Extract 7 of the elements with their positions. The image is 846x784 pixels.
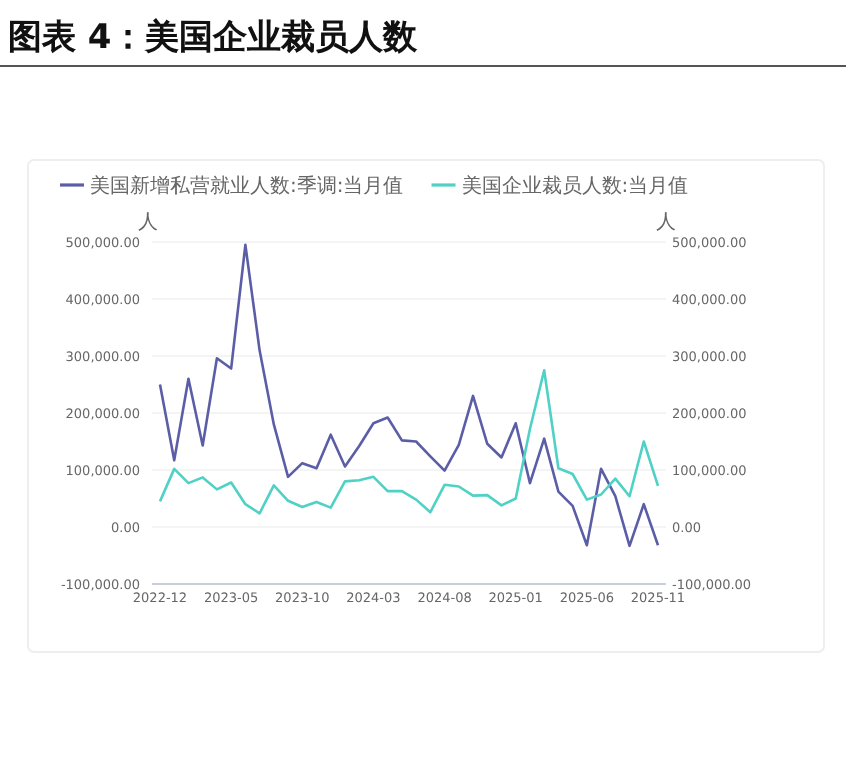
y2-axis-title: 人 — [656, 212, 676, 234]
chart-title: 图表 4：美国企业裁员人数 — [8, 18, 420, 58]
line-series — [158, 368, 660, 515]
y-axis-title: 人 — [138, 212, 158, 234]
legend-label: 美国新增私营就业人数:季调:当月值 — [90, 174, 404, 198]
line-series — [158, 243, 660, 548]
legend-label: 美国企业裁员人数:当月值 — [461, 174, 689, 198]
